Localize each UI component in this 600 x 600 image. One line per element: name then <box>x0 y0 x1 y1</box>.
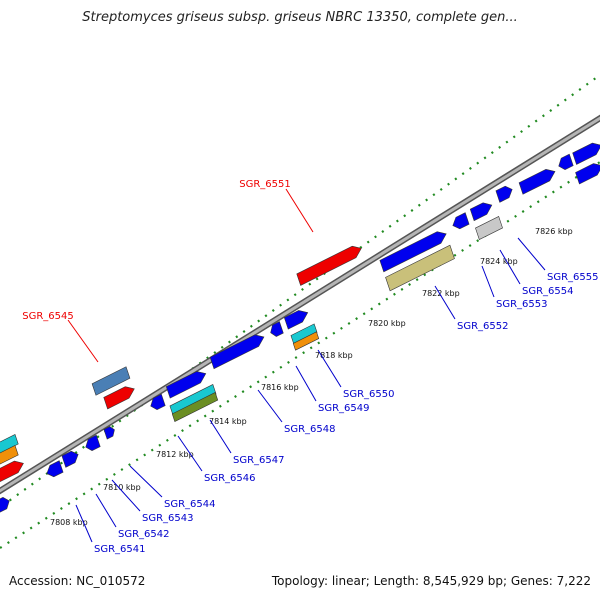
gene-forward[interactable] <box>165 368 207 399</box>
leader-sgr-6545 <box>67 319 99 363</box>
label-sgr-6542[interactable]: SGR_6542 <box>118 529 170 540</box>
gene-sgr-6545-arrow[interactable] <box>103 383 136 410</box>
gene-forward[interactable] <box>61 449 80 468</box>
label-sgr-6541[interactable]: SGR_6541 <box>94 544 146 555</box>
gene-forward[interactable] <box>469 199 494 222</box>
map-title: Streptomyces griseus subsp. griseus NBRC… <box>82 10 518 25</box>
leader-sgr-6547 <box>209 419 232 454</box>
gene-forward[interactable] <box>209 331 266 370</box>
gene-forward[interactable] <box>269 321 284 339</box>
accession-label: Accession: NC_010572 <box>9 574 146 588</box>
kbp-label: 7812 kbp <box>156 450 194 459</box>
label-sgr-6549[interactable]: SGR_6549 <box>318 403 370 414</box>
gene-forward[interactable] <box>379 228 448 273</box>
leader-sgr-6548 <box>257 389 283 423</box>
kbp-label: 7818 kbp <box>315 351 353 360</box>
label-sgr-6543[interactable]: SGR_6543 <box>142 513 194 524</box>
gene-cyan[interactable] <box>169 384 217 416</box>
topology-label: Topology: linear; Length: 8,545,929 bp; … <box>271 574 591 588</box>
kbp-label: 7814 kbp <box>209 417 247 426</box>
kbp-label: 7820 kbp <box>368 319 406 328</box>
gene-khaki[interactable] <box>385 244 455 292</box>
label-sgr-6548[interactable]: SGR_6548 <box>284 424 336 435</box>
label-sgr-6554[interactable]: SGR_6554 <box>522 286 574 297</box>
gene-forward[interactable] <box>451 212 470 232</box>
gene-forward[interactable] <box>103 425 116 440</box>
label-sgr-6544[interactable]: SGR_6544 <box>164 499 216 510</box>
leader-sgr-6549 <box>295 365 317 402</box>
leader-sgr-6542 <box>95 493 117 528</box>
gene-forward[interactable] <box>575 160 600 185</box>
kbp-label: 7816 kbp <box>261 383 299 392</box>
label-sgr-6551[interactable]: SGR_6551 <box>239 179 291 190</box>
backbone <box>0 116 600 493</box>
gene-forward[interactable] <box>557 153 574 172</box>
gene-cyan[interactable] <box>290 323 318 345</box>
leader-sgr-6544 <box>129 465 163 498</box>
gene-orange[interactable] <box>292 331 320 351</box>
gene-forward[interactable] <box>495 184 514 203</box>
kbp-label: 7824 kbp <box>480 257 518 266</box>
label-sgr-6545[interactable]: SGR_6545 <box>22 311 74 322</box>
gene-gray[interactable] <box>475 216 503 240</box>
gene-forward[interactable] <box>149 393 166 412</box>
label-sgr-6547[interactable]: SGR_6547 <box>233 455 285 466</box>
upper-tick-track <box>0 74 600 509</box>
gene-forward[interactable] <box>283 307 309 330</box>
leader-sgr-6553 <box>481 265 495 298</box>
gene-olive[interactable] <box>171 392 219 422</box>
gene-forward[interactable] <box>84 434 101 453</box>
leader-sgr-6543 <box>111 479 141 512</box>
gene-forward[interactable] <box>572 140 600 165</box>
leader-sgr-6541 <box>75 504 93 543</box>
leader-sgr-6555 <box>517 237 546 271</box>
leader-sgr-6546 <box>177 435 203 472</box>
kbp-label: 7822 kbp <box>422 289 460 298</box>
gene-red[interactable] <box>0 458 25 483</box>
kbp-label: 7810 kbp <box>103 483 141 492</box>
gene-forward[interactable] <box>45 460 64 480</box>
gene-sgr-6551[interactable] <box>296 243 363 286</box>
label-sgr-6555[interactable]: SGR_6555 <box>547 272 599 283</box>
leader-sgr-6550 <box>317 349 342 388</box>
gene-forward[interactable] <box>518 166 557 195</box>
gene-orange[interactable] <box>0 444 19 468</box>
leader-sgr-6551 <box>285 188 314 233</box>
gene-cyan[interactable] <box>0 433 19 457</box>
lower-tick-track <box>0 161 600 549</box>
leader-sgr-6554 <box>499 249 521 285</box>
label-sgr-6550[interactable]: SGR_6550 <box>343 389 395 400</box>
kbp-label: 7808 kbp <box>50 518 88 527</box>
label-sgr-6546[interactable]: SGR_6546 <box>204 473 256 484</box>
label-sgr-6553[interactable]: SGR_6553 <box>496 299 548 310</box>
leader-sgr-6552 <box>434 285 456 320</box>
gene-forward[interactable] <box>0 495 11 514</box>
kbp-label: 7826 kbp <box>535 227 573 236</box>
label-sgr-6552[interactable]: SGR_6552 <box>457 321 509 332</box>
gene-sgr-6545-bar[interactable] <box>91 366 131 396</box>
